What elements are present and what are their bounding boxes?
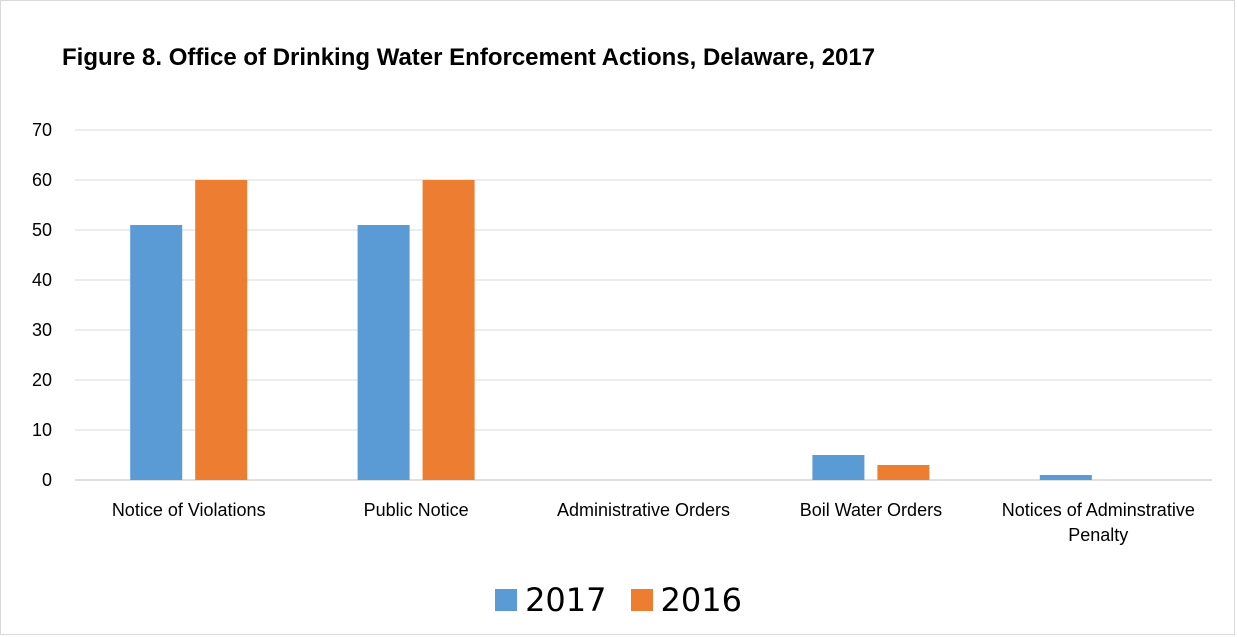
- y-tick-label: 0: [42, 470, 52, 490]
- y-tick-label: 10: [32, 420, 52, 440]
- y-tick-label: 70: [32, 120, 52, 140]
- x-category-label: Boil Water Orders: [800, 500, 942, 520]
- y-tick-label: 60: [32, 170, 52, 190]
- legend: 2017 2016: [0, 580, 1237, 620]
- x-category-label: Notices of Adminstrative Penalty: [1002, 500, 1195, 545]
- y-tick-label: 50: [32, 220, 52, 240]
- x-category-label: Notice of Violations: [112, 500, 266, 520]
- legend-item-2017: 2017: [495, 581, 607, 619]
- bar-2017-0: [130, 225, 183, 480]
- x-category-label: Public Notice: [364, 500, 469, 520]
- bar-2016-0: [195, 180, 248, 480]
- y-tick-label: 40: [32, 270, 52, 290]
- legend-swatch-2016: [630, 589, 653, 611]
- category-labels: Notice of Violations Public Notice Adminis…: [112, 500, 1195, 545]
- x-category-label: Administrative Orders: [557, 500, 730, 520]
- y-tick-label: 30: [32, 320, 52, 340]
- chart-title: Figure 8. Office of Drinking Water Enfor…: [62, 44, 876, 71]
- bars: [130, 180, 1092, 480]
- legend-swatch-2017: [495, 589, 518, 611]
- y-axis-ticks: 0 10 20 30 40 50 60 70: [32, 120, 52, 490]
- bar-chart: 0 10 20 30 40 50 60 70 Notice of Violations Publ…: [32, 120, 1212, 545]
- legend-item-2016: 2016: [630, 581, 742, 619]
- bar-2016-1: [422, 180, 475, 480]
- bar-2017-1: [357, 225, 410, 480]
- legend-label-2017: 2017: [525, 581, 607, 619]
- y-tick-label: 20: [32, 370, 52, 390]
- legend-label-2016: 2016: [660, 581, 742, 619]
- bar-2017-3: [812, 455, 865, 480]
- bar-2017-4: [1039, 475, 1092, 480]
- gridlines: [75, 129, 1212, 481]
- bar-2016-3: [877, 465, 930, 480]
